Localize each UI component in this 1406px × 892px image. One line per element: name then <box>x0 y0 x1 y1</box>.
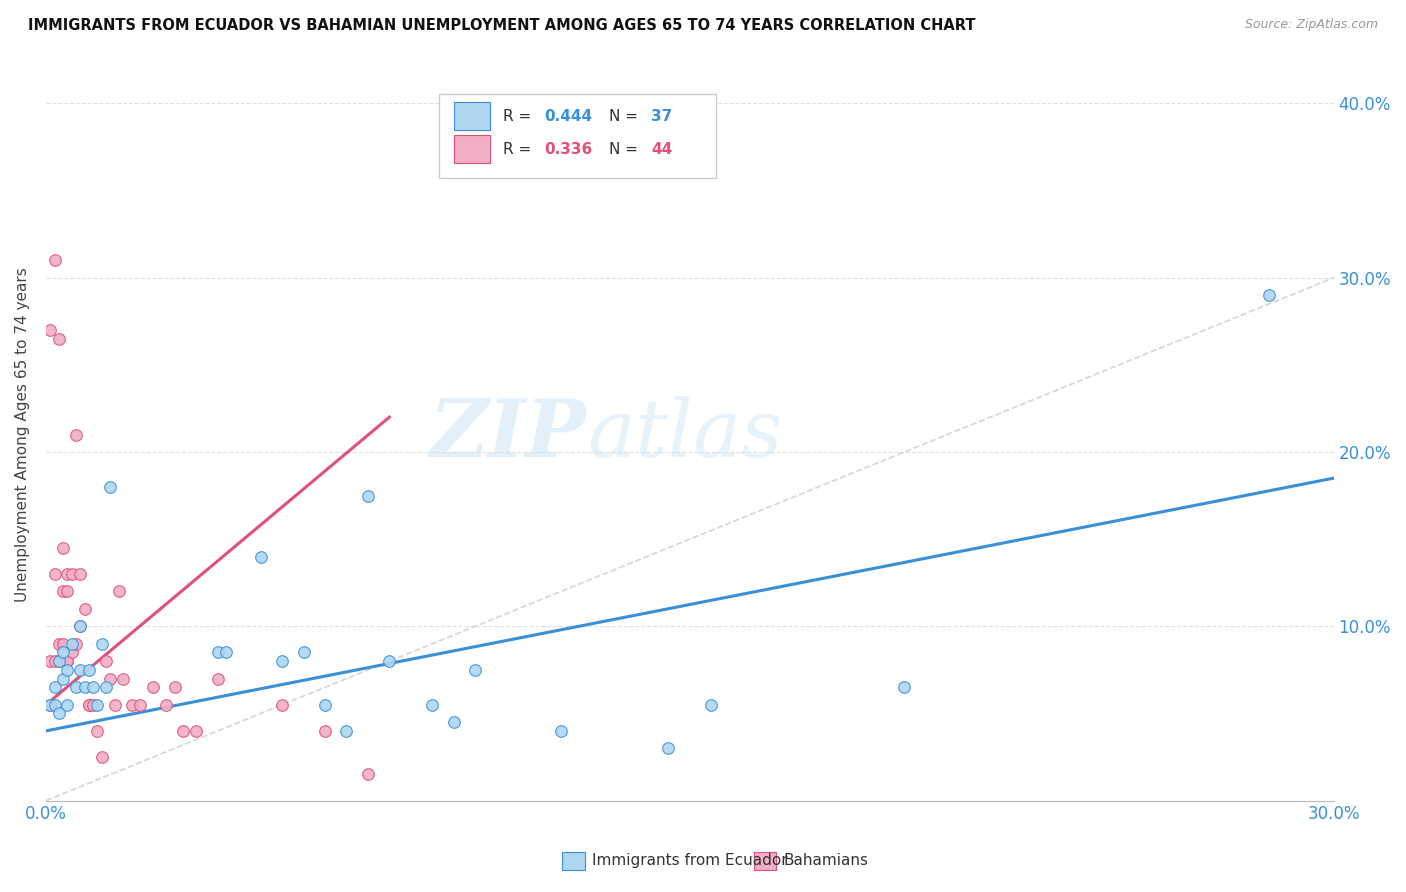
Y-axis label: Unemployment Among Ages 65 to 74 years: Unemployment Among Ages 65 to 74 years <box>15 268 30 602</box>
Point <box>69 663 91 677</box>
Point <box>48 654 70 668</box>
Point <box>186 723 208 738</box>
Point <box>271 698 294 712</box>
Point <box>44 567 66 582</box>
Text: 0.444: 0.444 <box>544 109 592 124</box>
Point <box>90 750 112 764</box>
Point <box>86 723 108 738</box>
Point <box>215 645 238 659</box>
Point <box>48 332 70 346</box>
Point <box>86 698 108 712</box>
Point <box>700 698 723 712</box>
Point <box>56 698 79 712</box>
Point <box>60 645 83 659</box>
Point <box>94 654 117 668</box>
Point <box>44 654 66 668</box>
Point <box>56 567 79 582</box>
Point <box>48 654 70 668</box>
Point <box>271 654 294 668</box>
Point <box>39 323 62 337</box>
Point <box>357 489 380 503</box>
Text: IMMIGRANTS FROM ECUADOR VS BAHAMIAN UNEMPLOYMENT AMONG AGES 65 TO 74 YEARS CORRE: IMMIGRANTS FROM ECUADOR VS BAHAMIAN UNEM… <box>28 18 976 33</box>
Point <box>39 698 62 712</box>
Point <box>420 698 443 712</box>
Point <box>65 637 87 651</box>
Point <box>56 654 79 668</box>
Point <box>69 567 91 582</box>
Point <box>172 723 194 738</box>
Point <box>77 698 100 712</box>
Point <box>73 681 96 695</box>
Point <box>82 681 104 695</box>
Text: R =: R = <box>503 142 536 157</box>
Point <box>52 672 75 686</box>
Point <box>893 681 915 695</box>
Point <box>657 741 679 756</box>
Point <box>52 637 75 651</box>
Point <box>48 706 70 721</box>
Text: Source: ZipAtlas.com: Source: ZipAtlas.com <box>1244 18 1378 31</box>
Point <box>207 645 229 659</box>
Point <box>77 698 100 712</box>
Point <box>77 663 100 677</box>
Point <box>52 541 75 555</box>
Point <box>249 549 271 564</box>
Point <box>73 602 96 616</box>
Point <box>44 681 66 695</box>
Point <box>464 663 486 677</box>
Text: ZIP: ZIP <box>430 396 586 474</box>
Point <box>60 637 83 651</box>
Text: 44: 44 <box>651 142 672 157</box>
Point <box>60 567 83 582</box>
Point <box>1258 288 1281 302</box>
Point <box>104 698 127 712</box>
Point <box>357 767 380 781</box>
Point <box>155 698 177 712</box>
Point <box>44 698 66 712</box>
Point <box>65 427 87 442</box>
Text: 0.336: 0.336 <box>544 142 592 157</box>
Text: atlas: atlas <box>586 396 782 474</box>
Point <box>52 645 75 659</box>
Point <box>108 584 131 599</box>
Point <box>39 654 62 668</box>
Point <box>314 723 336 738</box>
Point <box>48 637 70 651</box>
Point <box>69 619 91 633</box>
Text: N =: N = <box>609 142 643 157</box>
Point <box>121 698 143 712</box>
Point <box>52 584 75 599</box>
Point <box>56 663 79 677</box>
Point <box>163 681 186 695</box>
Point <box>443 715 465 730</box>
Text: Bahamians: Bahamians <box>783 854 868 868</box>
FancyBboxPatch shape <box>454 136 491 163</box>
Point <box>335 723 357 738</box>
Point <box>69 619 91 633</box>
Point <box>142 681 165 695</box>
Point <box>94 681 117 695</box>
Point <box>56 654 79 668</box>
Point <box>207 672 229 686</box>
Point <box>292 645 315 659</box>
Point <box>44 253 66 268</box>
FancyBboxPatch shape <box>439 95 716 178</box>
Point <box>129 698 152 712</box>
Point <box>112 672 135 686</box>
Point <box>65 681 87 695</box>
Text: Immigrants from Ecuador: Immigrants from Ecuador <box>592 854 787 868</box>
Point <box>378 654 401 668</box>
Point <box>314 698 336 712</box>
Point <box>82 698 104 712</box>
Point <box>56 584 79 599</box>
FancyBboxPatch shape <box>454 103 491 130</box>
Text: 37: 37 <box>651 109 672 124</box>
Point <box>39 698 62 712</box>
Point <box>98 672 121 686</box>
Point <box>550 723 572 738</box>
Text: N =: N = <box>609 109 643 124</box>
Text: R =: R = <box>503 109 536 124</box>
Point <box>98 480 121 494</box>
Point <box>90 637 112 651</box>
